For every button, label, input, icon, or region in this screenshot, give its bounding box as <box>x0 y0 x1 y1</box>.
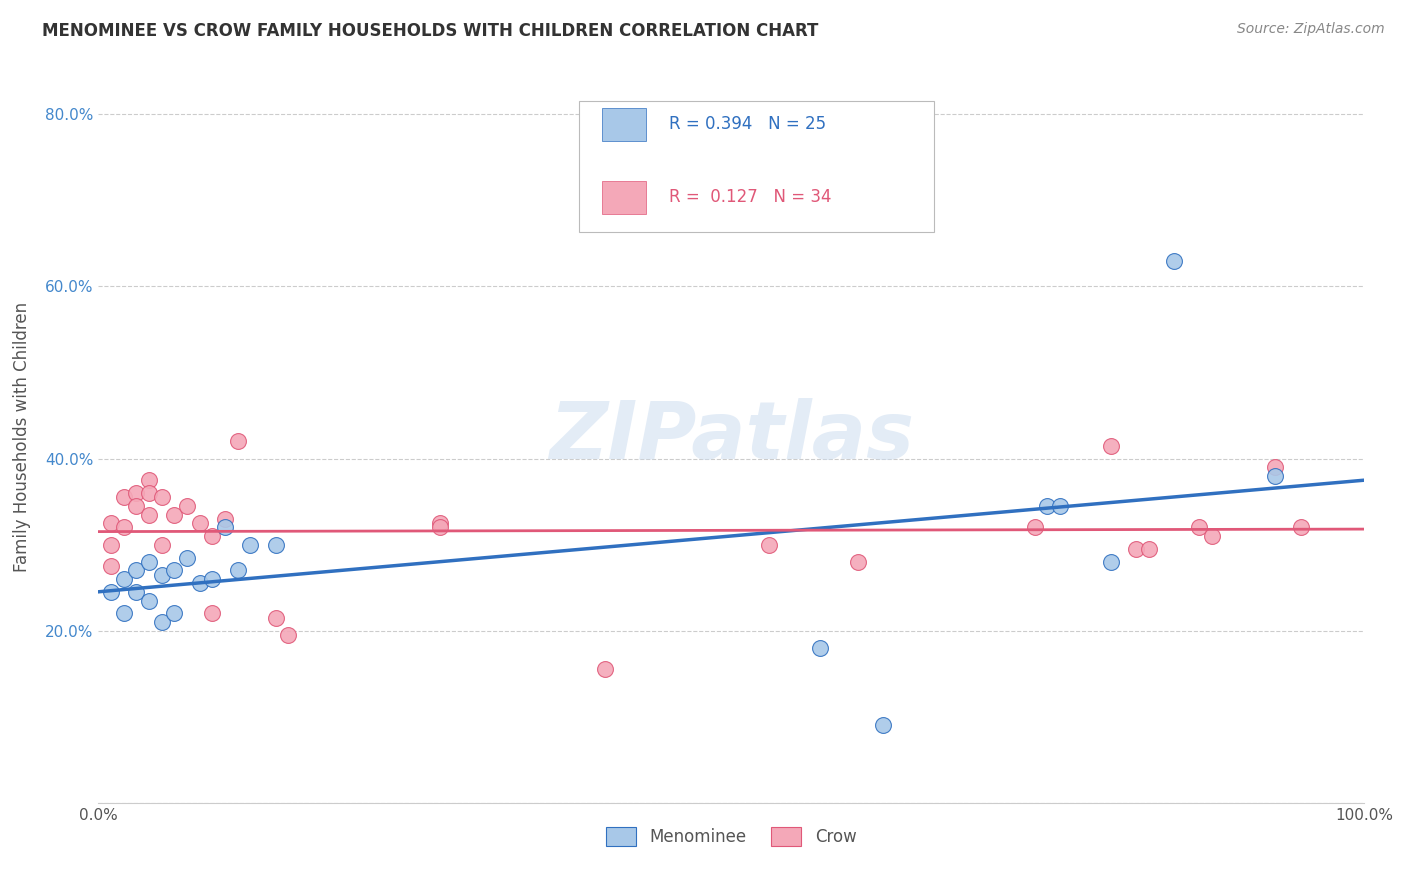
Point <box>846 555 869 569</box>
Point <box>138 486 160 500</box>
Point <box>100 559 122 574</box>
Point <box>264 538 287 552</box>
Point <box>1099 555 1122 569</box>
Point <box>1289 520 1312 534</box>
Point <box>1264 468 1286 483</box>
Point <box>163 564 186 578</box>
Point <box>593 662 616 676</box>
Point <box>277 628 299 642</box>
Point <box>758 538 780 552</box>
Point <box>138 555 160 569</box>
Point <box>100 585 122 599</box>
Point <box>264 611 287 625</box>
Point <box>150 615 173 629</box>
Point <box>176 550 198 565</box>
Point <box>188 516 211 530</box>
Point <box>1099 439 1122 453</box>
Point <box>150 538 173 552</box>
Point <box>176 499 198 513</box>
Point <box>150 491 173 505</box>
Point <box>138 593 160 607</box>
Point <box>150 567 173 582</box>
Point <box>125 564 148 578</box>
Point <box>163 508 186 522</box>
Point <box>429 516 451 530</box>
Point <box>1049 499 1071 513</box>
Point <box>112 520 135 534</box>
FancyBboxPatch shape <box>579 101 934 232</box>
Point <box>214 520 236 534</box>
Point <box>112 491 135 505</box>
Text: ZIPatlas: ZIPatlas <box>548 398 914 476</box>
Point <box>1188 520 1211 534</box>
Text: Source: ZipAtlas.com: Source: ZipAtlas.com <box>1237 22 1385 37</box>
Text: MENOMINEE VS CROW FAMILY HOUSEHOLDS WITH CHILDREN CORRELATION CHART: MENOMINEE VS CROW FAMILY HOUSEHOLDS WITH… <box>42 22 818 40</box>
Point <box>1264 460 1286 475</box>
Point <box>226 564 249 578</box>
Point <box>1036 499 1059 513</box>
Point <box>872 718 894 732</box>
Point <box>1024 520 1046 534</box>
Point <box>138 473 160 487</box>
Point <box>125 585 148 599</box>
Point <box>125 486 148 500</box>
Point <box>429 520 451 534</box>
Point <box>100 538 122 552</box>
Point <box>138 508 160 522</box>
Bar <box>602 108 647 141</box>
Point <box>1125 541 1147 556</box>
Point <box>188 576 211 591</box>
Y-axis label: Family Households with Children: Family Households with Children <box>13 302 31 572</box>
Text: R = 0.394   N = 25: R = 0.394 N = 25 <box>669 115 827 133</box>
Text: R =  0.127   N = 34: R = 0.127 N = 34 <box>669 188 831 206</box>
Point <box>1201 529 1223 543</box>
Point <box>112 572 135 586</box>
Point <box>163 607 186 621</box>
Point <box>226 434 249 449</box>
Point <box>808 640 831 655</box>
Point <box>1137 541 1160 556</box>
Bar <box>602 181 647 214</box>
Legend: Menominee, Crow: Menominee, Crow <box>599 821 863 853</box>
Point <box>112 607 135 621</box>
Point <box>214 512 236 526</box>
Point <box>201 607 224 621</box>
Point <box>239 538 262 552</box>
Point <box>125 499 148 513</box>
Point <box>201 529 224 543</box>
Point <box>201 572 224 586</box>
Point <box>100 516 122 530</box>
Point <box>1163 253 1185 268</box>
